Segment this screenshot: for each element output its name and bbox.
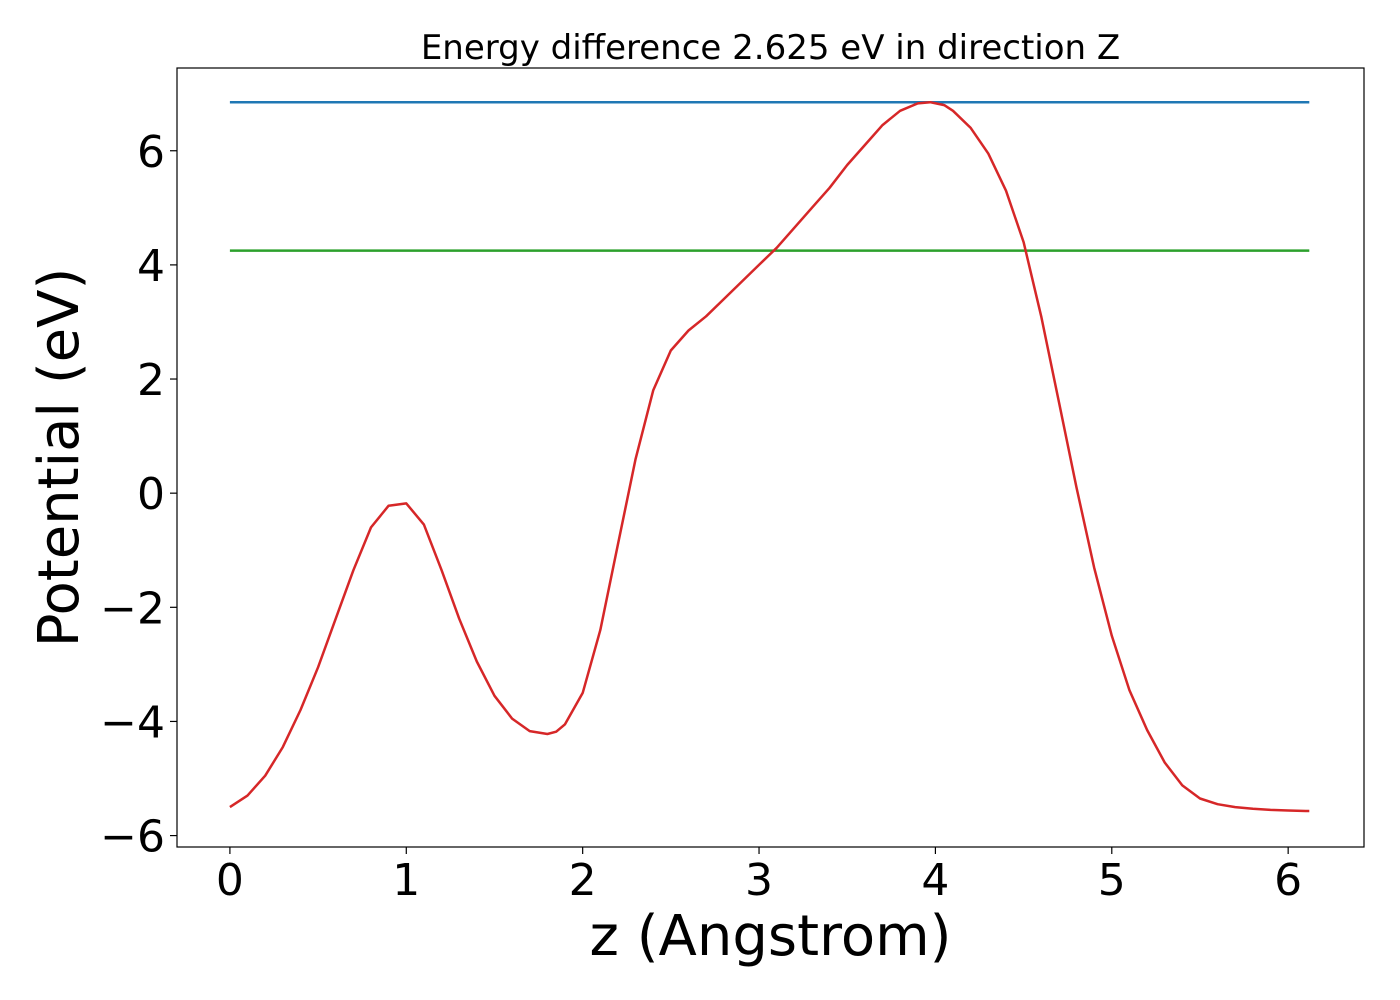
y-tick-label: 0 <box>137 469 165 520</box>
chart-title: Energy difference 2.625 eV in direction … <box>421 28 1120 68</box>
y-tick-label: 6 <box>137 127 165 178</box>
x-tick-label: 1 <box>392 855 420 906</box>
x-axis-label: z (Angstrom) <box>590 904 952 969</box>
series-line-2 <box>229 100 1310 813</box>
y-tick-label: −4 <box>100 697 165 748</box>
x-tick-label: 4 <box>921 855 949 906</box>
x-tick-label: 2 <box>569 855 597 906</box>
plot-frame <box>176 67 1365 848</box>
x-tick-label: 0 <box>216 855 244 906</box>
x-tick-label: 3 <box>745 855 773 906</box>
y-axis-ticks: −6 −4 −2 0 2 4 6 <box>100 127 177 863</box>
y-tick-label: −2 <box>100 583 165 634</box>
y-axis-label: Potential (eV) <box>27 268 92 648</box>
x-axis-ticks: 0 1 2 3 4 5 6 <box>216 847 1302 906</box>
x-tick-label: 5 <box>1098 855 1126 906</box>
series-layer <box>229 100 1310 813</box>
y-tick-label: 4 <box>137 241 165 292</box>
x-tick-label: 6 <box>1274 855 1302 906</box>
y-tick-label: −6 <box>100 812 165 863</box>
y-tick-label: 2 <box>137 355 165 406</box>
